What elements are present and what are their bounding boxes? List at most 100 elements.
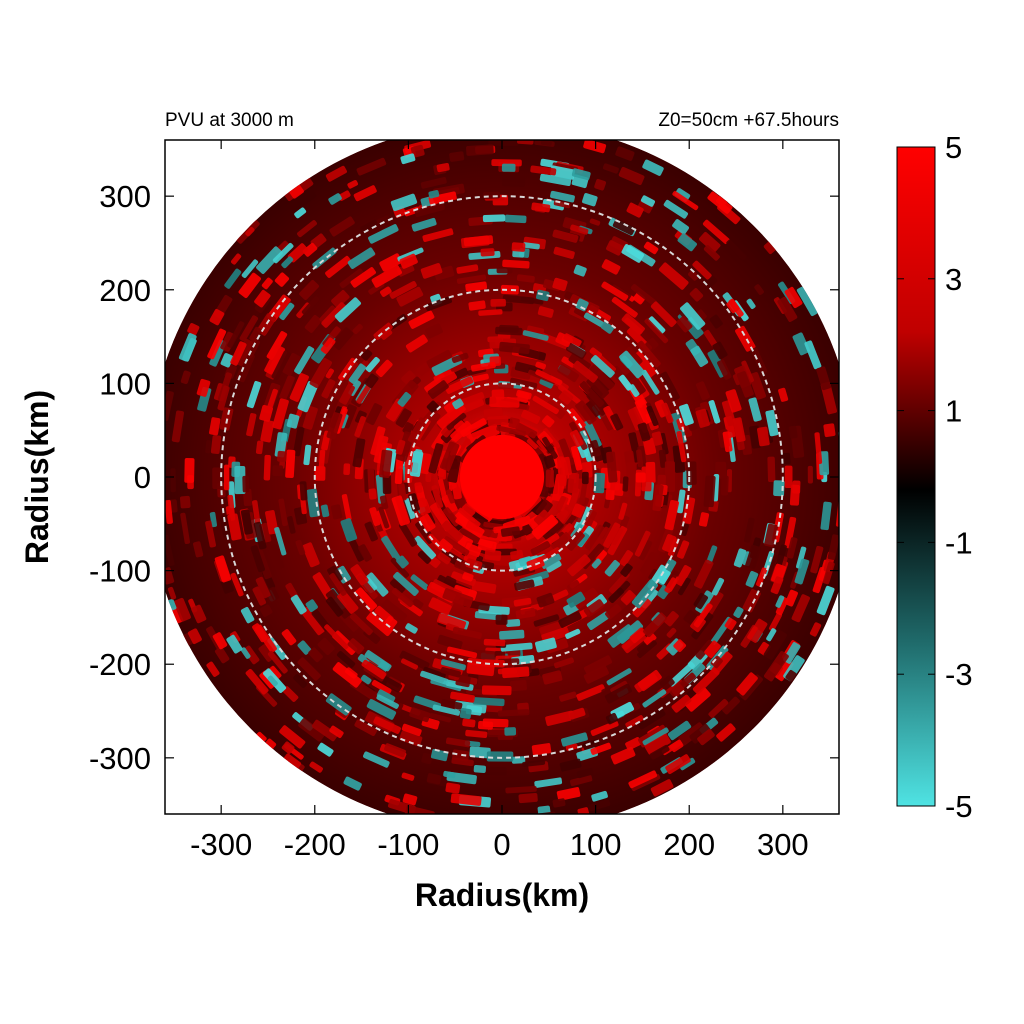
x-tick-label: 100	[570, 827, 622, 862]
pv-cell	[443, 770, 456, 779]
pv-cell	[582, 193, 598, 207]
pv-cell	[489, 338, 503, 349]
pv-cell	[643, 632, 657, 646]
pv-cell	[489, 396, 520, 408]
pv-cell	[425, 323, 443, 339]
pv-cell	[745, 544, 762, 570]
pv-cell	[417, 550, 432, 564]
y-tick-label: 0	[134, 460, 151, 495]
pv-cell	[268, 586, 280, 601]
pv-cell	[223, 464, 230, 491]
pv-cell	[436, 402, 466, 429]
pv-cell	[414, 482, 423, 494]
pv-cell	[606, 240, 624, 256]
pv-cell	[614, 483, 625, 497]
pv-cell	[317, 742, 334, 757]
pv-cell	[578, 637, 602, 655]
pv-cell	[279, 725, 306, 749]
pv-cell	[482, 214, 506, 223]
pv-cell	[287, 243, 308, 263]
pv-cell	[331, 290, 350, 308]
pv-cell	[567, 472, 580, 494]
pv-cell	[552, 229, 579, 243]
pv-cell	[452, 398, 464, 410]
pv-cell	[618, 502, 628, 520]
pv-cell	[601, 259, 621, 275]
pv-cell	[300, 607, 325, 636]
pv-cell	[628, 384, 640, 397]
pv-cell	[220, 353, 234, 368]
pv-cell	[279, 302, 295, 321]
pv-cell	[360, 219, 378, 232]
pv-cell	[567, 124, 589, 138]
pv-cell	[360, 674, 372, 685]
pv-cell	[340, 518, 358, 542]
pv-cell	[581, 471, 589, 485]
pv-cell	[535, 499, 553, 518]
pv-cell	[329, 573, 347, 596]
pv-cell	[272, 398, 289, 430]
pv-cell	[545, 469, 554, 488]
pv-cell	[479, 766, 507, 776]
pv-cell	[573, 264, 587, 277]
pv-cell	[775, 544, 787, 568]
pv-cell	[263, 454, 271, 481]
pv-cell	[509, 126, 535, 134]
pv-cell	[480, 248, 495, 257]
pv-cell	[497, 668, 517, 675]
pv-cell	[413, 535, 437, 560]
pv-cell	[428, 190, 440, 199]
pv-cell	[590, 355, 615, 378]
y-tick-label: 300	[99, 179, 151, 214]
pv-cell	[153, 434, 165, 449]
pv-cell	[465, 281, 488, 292]
pv-cell	[667, 720, 692, 741]
pv-cell	[626, 202, 644, 218]
pv-cell	[347, 180, 359, 189]
pv-cell	[689, 288, 704, 302]
pv-cell	[347, 247, 376, 269]
pv-cell	[589, 218, 601, 226]
pv-cell	[702, 219, 730, 244]
pv-cell	[405, 623, 418, 634]
pv-cell	[609, 571, 630, 594]
pv-cell	[299, 481, 308, 501]
pv-cell	[301, 296, 320, 315]
pv-cell	[366, 572, 389, 597]
pv-cell	[589, 347, 602, 359]
pv-cell	[640, 551, 660, 576]
pv-cell	[420, 670, 449, 685]
pv-cell	[710, 655, 723, 669]
pv-cell	[390, 557, 410, 578]
pv-cell	[187, 323, 200, 336]
pv-cell	[741, 360, 754, 383]
pv-cell	[432, 704, 461, 716]
pv-cell	[347, 638, 365, 655]
pv-cell	[472, 697, 505, 707]
y-tick-label: -100	[89, 554, 151, 589]
pv-cell	[622, 476, 629, 492]
pv-cell	[675, 565, 692, 587]
pv-cell	[283, 753, 302, 769]
pv-cell	[277, 450, 287, 463]
pv-cell	[570, 523, 583, 538]
pv-cell	[255, 576, 271, 599]
pv-cell	[630, 284, 657, 306]
pv-cell	[637, 709, 666, 730]
pv-cell	[421, 752, 433, 765]
pv-cell	[816, 366, 832, 391]
pv-cell	[371, 265, 402, 288]
pv-cell	[601, 281, 629, 301]
pv-cell	[180, 512, 190, 545]
pv-cell	[299, 280, 319, 300]
pv-cell	[726, 299, 740, 314]
pv-cell	[350, 267, 376, 288]
pv-cell	[534, 777, 563, 788]
pv-cell	[245, 227, 255, 237]
pv-cell	[777, 296, 798, 322]
pv-cell	[621, 313, 645, 335]
pv-cell	[568, 707, 586, 720]
pv-cell	[561, 356, 576, 368]
pv-cell	[402, 422, 414, 435]
pv-cell	[396, 286, 424, 307]
